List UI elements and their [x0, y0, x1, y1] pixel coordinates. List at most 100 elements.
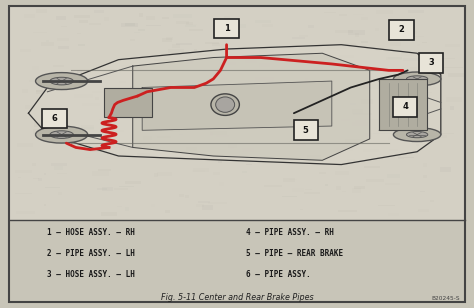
Bar [289, 179, 297, 180]
Bar [305, 189, 312, 190]
FancyBboxPatch shape [419, 53, 444, 73]
Bar [336, 30, 353, 33]
Bar [446, 44, 460, 47]
Bar [99, 119, 102, 120]
Bar [119, 146, 125, 150]
Bar [58, 192, 62, 195]
Bar [176, 43, 192, 45]
FancyBboxPatch shape [390, 20, 413, 39]
Bar [353, 113, 372, 115]
Bar [41, 43, 54, 46]
Bar [153, 120, 163, 121]
Bar [223, 128, 229, 131]
Bar [34, 123, 53, 127]
Text: Fig. 5-11 Center and Rear Brake Pipes: Fig. 5-11 Center and Rear Brake Pipes [161, 294, 313, 302]
Bar [171, 129, 180, 132]
Bar [398, 157, 414, 158]
Bar [77, 33, 81, 34]
Bar [166, 37, 173, 40]
Bar [216, 78, 227, 80]
Bar [81, 70, 91, 72]
Bar [125, 207, 129, 211]
Bar [403, 59, 422, 61]
Bar [401, 132, 409, 135]
Bar [116, 153, 126, 156]
Bar [423, 163, 427, 167]
Bar [261, 99, 277, 103]
Bar [430, 87, 437, 90]
Bar [208, 202, 227, 204]
Bar [232, 104, 236, 107]
Bar [320, 80, 334, 83]
Bar [450, 106, 454, 110]
Bar [389, 149, 398, 151]
Bar [242, 171, 246, 172]
Bar [205, 80, 208, 84]
Bar [119, 81, 126, 83]
Bar [119, 95, 132, 99]
Bar [440, 167, 451, 172]
Bar [194, 49, 198, 52]
Bar [422, 42, 427, 43]
Bar [248, 125, 253, 127]
Bar [22, 89, 28, 93]
Bar [196, 204, 204, 207]
Ellipse shape [211, 94, 239, 116]
Bar [373, 133, 392, 134]
Bar [192, 170, 205, 172]
Bar [95, 97, 99, 100]
Bar [82, 103, 100, 106]
Bar [117, 206, 122, 207]
Bar [191, 117, 195, 119]
Bar [255, 100, 263, 101]
Bar [262, 57, 280, 59]
Bar [45, 187, 60, 188]
Bar [210, 132, 213, 136]
Bar [91, 75, 108, 76]
Bar [114, 147, 132, 148]
Bar [307, 56, 310, 59]
Bar [430, 200, 435, 202]
Bar [319, 172, 326, 174]
Bar [189, 29, 203, 31]
Bar [198, 201, 210, 203]
Bar [56, 16, 65, 20]
Bar [341, 119, 350, 120]
Bar [420, 191, 425, 192]
Bar [386, 85, 392, 88]
Text: 6: 6 [52, 114, 57, 123]
Bar [327, 47, 346, 49]
Bar [141, 106, 148, 110]
Bar [419, 121, 426, 124]
Bar [408, 10, 424, 14]
Bar [219, 160, 222, 163]
Polygon shape [28, 45, 441, 164]
Bar [92, 171, 109, 176]
Bar [345, 43, 356, 45]
Bar [102, 188, 113, 191]
Bar [419, 92, 432, 93]
Bar [108, 98, 123, 100]
Bar [172, 44, 180, 48]
Bar [36, 9, 46, 13]
Bar [303, 136, 307, 140]
Text: 6 – PIPE ASSY.: 6 – PIPE ASSY. [246, 270, 311, 279]
Bar [125, 23, 135, 26]
Bar [234, 24, 246, 28]
Bar [419, 53, 433, 57]
Bar [423, 175, 427, 178]
Bar [376, 10, 392, 14]
Text: 4 – PIPE ASSY. – RH: 4 – PIPE ASSY. – RH [246, 228, 334, 237]
Bar [109, 130, 116, 131]
Bar [364, 84, 380, 89]
Bar [353, 14, 364, 15]
Ellipse shape [50, 131, 73, 138]
Bar [98, 169, 111, 171]
Bar [105, 107, 110, 108]
Bar [402, 134, 416, 135]
Bar [418, 209, 429, 212]
Bar [51, 163, 67, 167]
Bar [32, 66, 39, 71]
Bar [164, 126, 182, 130]
Text: 4: 4 [402, 102, 408, 111]
